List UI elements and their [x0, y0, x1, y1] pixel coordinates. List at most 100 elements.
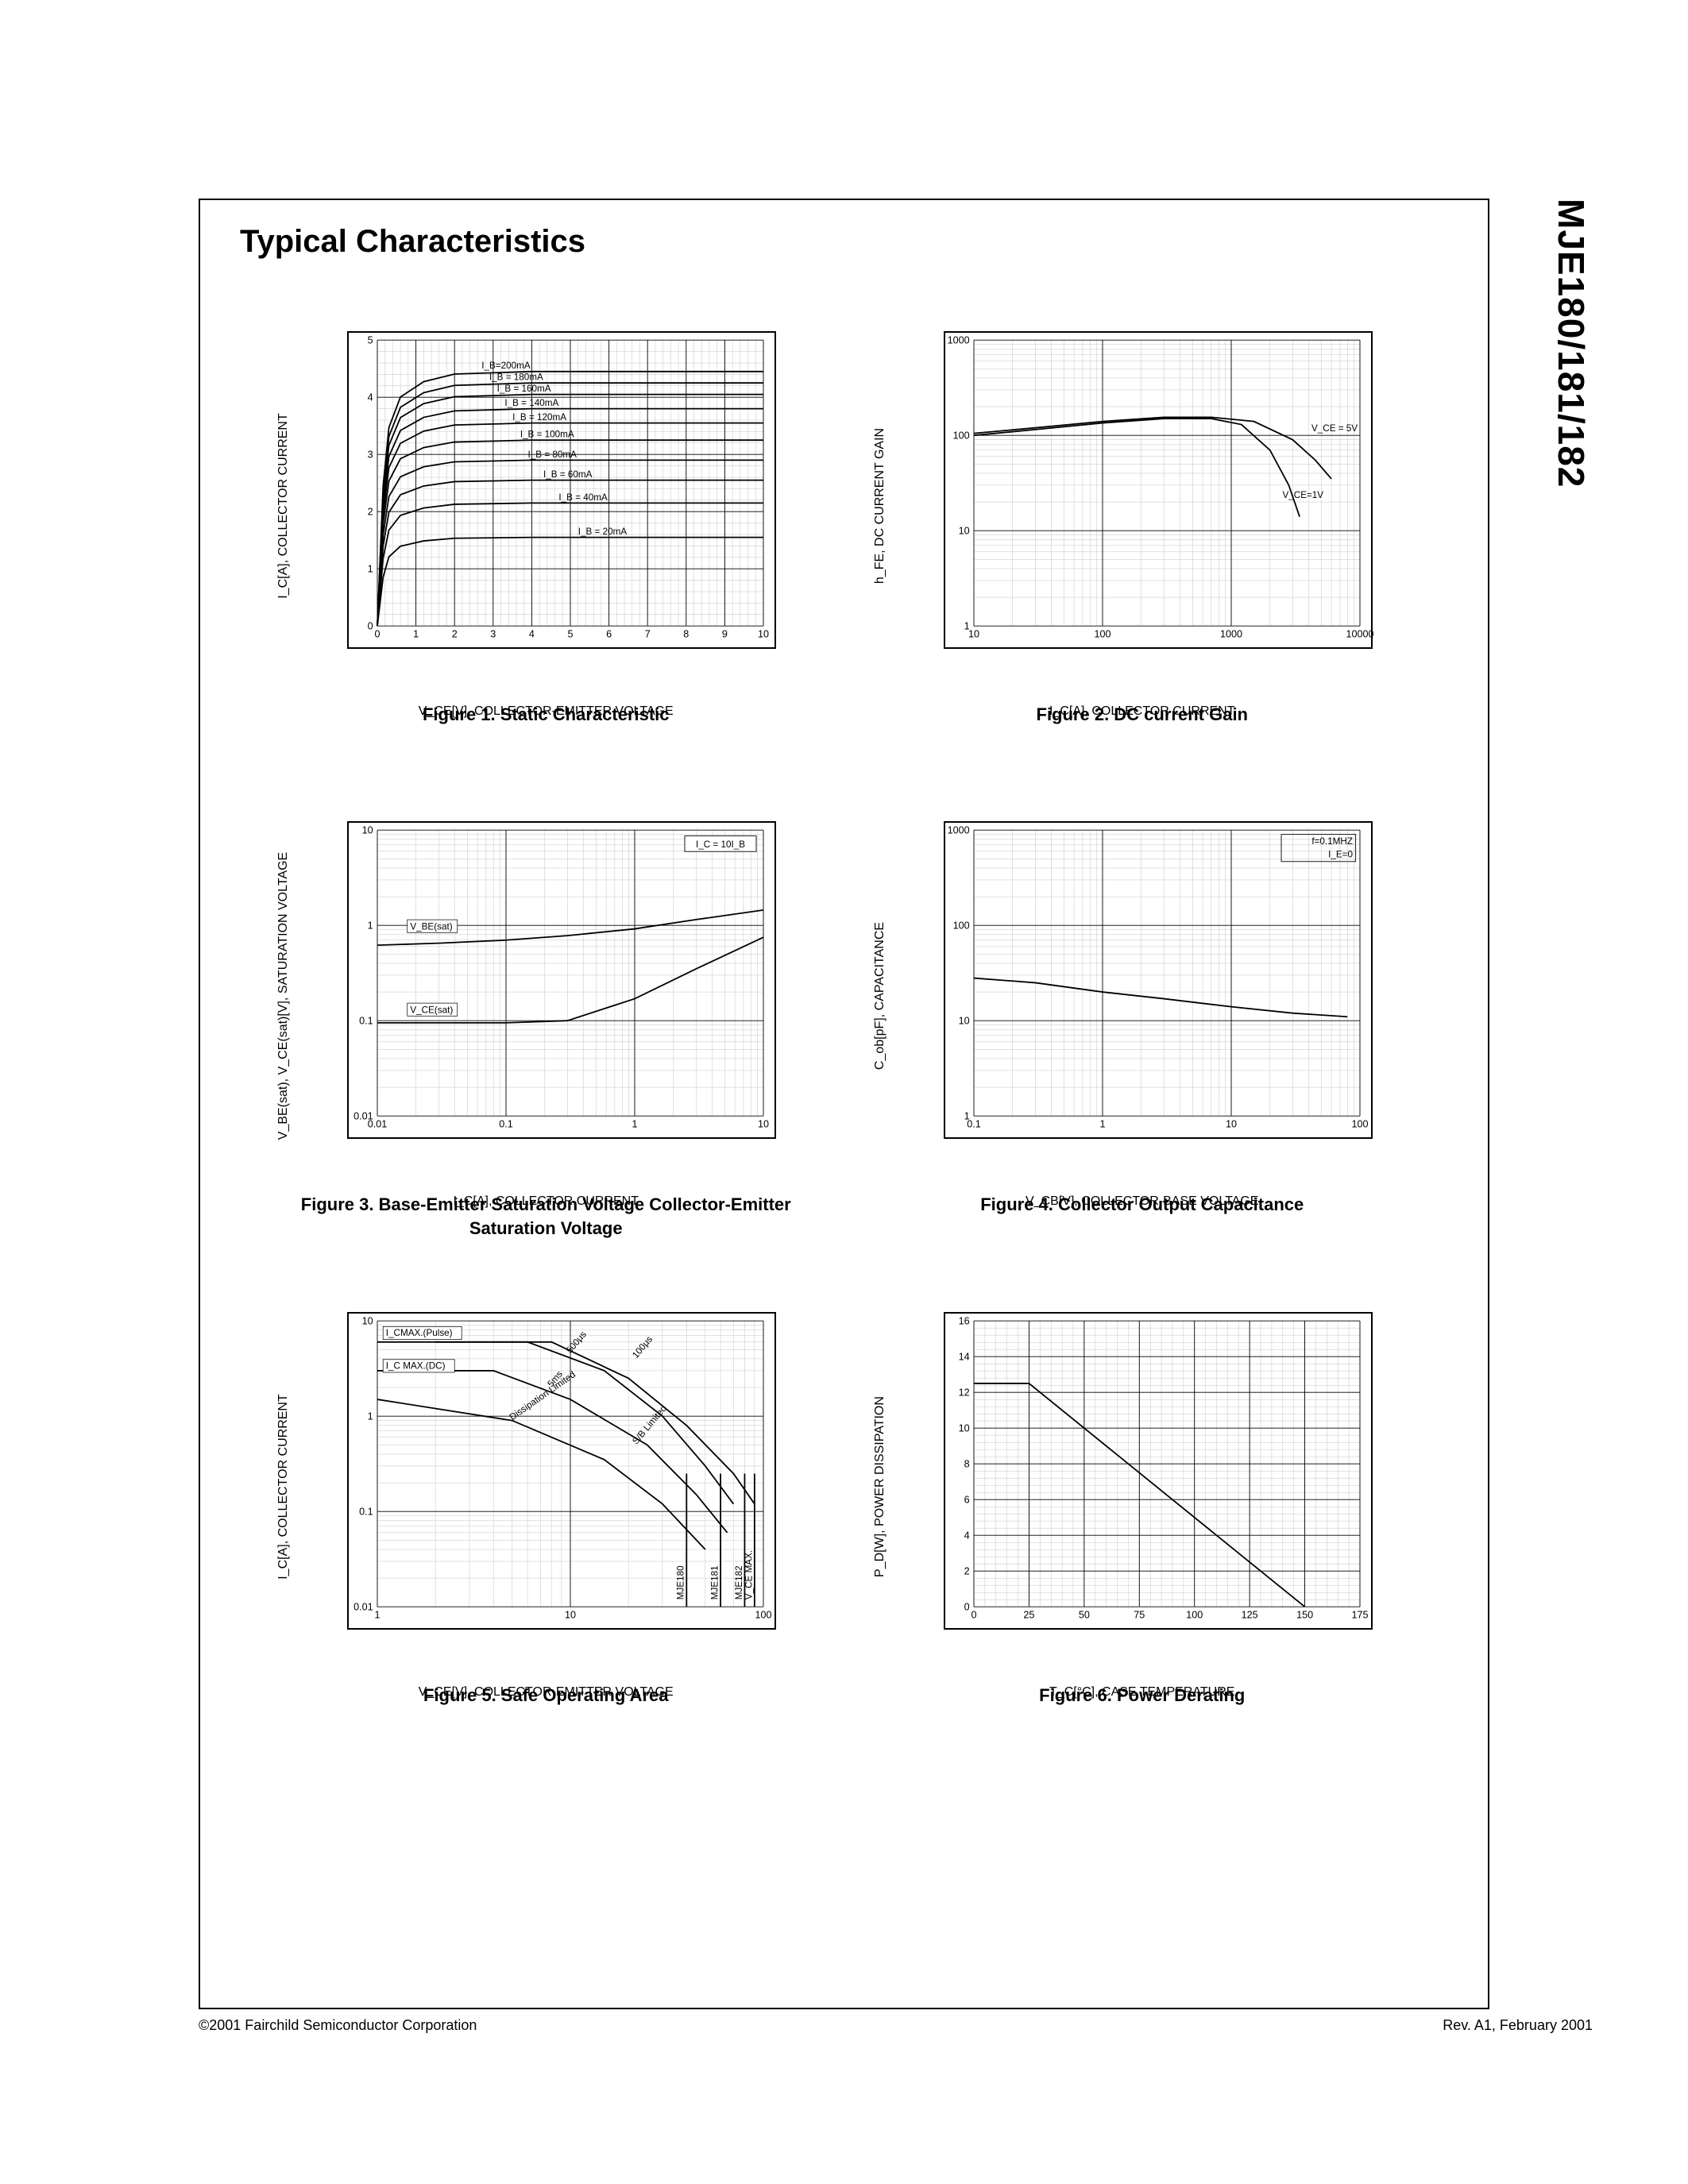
svg-text:10: 10	[758, 629, 769, 640]
svg-text:V_CE = 5V: V_CE = 5V	[1311, 423, 1358, 434]
svg-text:7: 7	[645, 629, 651, 640]
svg-text:16: 16	[958, 1315, 969, 1326]
svg-text:2: 2	[964, 1565, 969, 1576]
fig6-ylabel: P_D[W], POWER DISSIPATION	[873, 1396, 887, 1577]
svg-text:0.1: 0.1	[359, 1506, 373, 1517]
figure-3: V_BE(sat), V_CE(sat)[V], SATURATION VOLT…	[272, 813, 821, 1240]
svg-text:I_B = 140mA: I_B = 140mA	[505, 398, 559, 408]
svg-text:8: 8	[684, 629, 689, 640]
svg-text:f=0.1MHZ: f=0.1MHZ	[1311, 837, 1353, 847]
svg-text:4: 4	[368, 392, 373, 403]
svg-text:6: 6	[964, 1494, 969, 1505]
svg-text:I_B=200mA: I_B=200mA	[481, 361, 531, 371]
svg-text:150: 150	[1296, 1609, 1313, 1620]
svg-text:1000: 1000	[947, 825, 969, 836]
fig3-plot: 0.010.11100.010.1110I_C = 10I_BV_BE(sat)…	[347, 821, 776, 1139]
page-footer: ©2001 Fairchild Semiconductor Corporatio…	[199, 2017, 1593, 2034]
svg-text:MJE180: MJE180	[676, 1565, 686, 1599]
svg-text:5: 5	[368, 335, 373, 346]
svg-text:I_B = 40mA: I_B = 40mA	[559, 492, 608, 503]
svg-text:10: 10	[958, 1016, 969, 1027]
svg-text:1: 1	[632, 1119, 638, 1130]
svg-text:4: 4	[964, 1530, 969, 1541]
svg-text:75: 75	[1134, 1609, 1145, 1620]
svg-text:1000: 1000	[947, 335, 969, 346]
svg-text:14: 14	[958, 1351, 969, 1362]
svg-text:0.1: 0.1	[359, 1016, 373, 1027]
svg-text:0.01: 0.01	[353, 1111, 373, 1122]
svg-text:1: 1	[368, 1410, 373, 1422]
svg-text:10: 10	[958, 526, 969, 537]
svg-text:Dissipation Limited: Dissipation Limited	[508, 1369, 577, 1422]
svg-text:I_C = 10I_B: I_C = 10I_B	[696, 839, 745, 850]
svg-text:175: 175	[1351, 1609, 1368, 1620]
fig3-xlabel: I_C[A], COLLECTOR CURRENT	[453, 1194, 639, 1209]
page-title: Typical Characteristics	[240, 224, 1448, 260]
svg-text:100: 100	[952, 920, 969, 932]
fig5-ylabel: I_C[A], COLLECTOR CURRENT	[276, 1394, 291, 1580]
figure-2: h_FE, DC CURRENT GAIN 101001000100001101…	[868, 323, 1417, 750]
svg-text:2: 2	[368, 507, 373, 518]
svg-text:12: 12	[958, 1387, 969, 1398]
svg-text:I_B = 60mA: I_B = 60mA	[543, 469, 593, 480]
fig4-ylabel: C_ob[pF], CAPACITANCE	[873, 922, 887, 1070]
svg-text:1: 1	[964, 621, 969, 632]
figure-6: P_D[W], POWER DISSIPATION 02550751001251…	[868, 1304, 1417, 1731]
svg-text:100: 100	[1186, 1609, 1203, 1620]
svg-text:9: 9	[722, 629, 728, 640]
svg-text:10: 10	[968, 629, 979, 640]
fig1-ylabel: I_C[A], COLLECTOR CURRENT	[276, 413, 291, 599]
svg-text:V_CE MAX.: V_CE MAX.	[744, 1550, 755, 1599]
footer-left: ©2001 Fairchild Semiconductor Corporatio…	[199, 2017, 477, 2034]
figure-4: C_ob[pF], CAPACITANCE 0.1110100110100100…	[868, 813, 1417, 1240]
svg-text:3: 3	[368, 450, 373, 461]
svg-text:1: 1	[1099, 1119, 1105, 1130]
svg-text:V_BE(sat): V_BE(sat)	[411, 922, 453, 932]
svg-text:I_B = 160mA: I_B = 160mA	[497, 384, 551, 394]
svg-text:5: 5	[568, 629, 574, 640]
svg-text:0: 0	[368, 621, 373, 632]
svg-text:100μs: 100μs	[631, 1334, 655, 1360]
footer-right: Rev. A1, February 2001	[1443, 2017, 1593, 2034]
svg-text:I_E=0: I_E=0	[1328, 850, 1353, 860]
page-frame: Typical Characteristics I_C[A], COLLECTO…	[199, 199, 1489, 2009]
svg-text:125: 125	[1241, 1609, 1257, 1620]
fig3-ylabel: V_BE(sat), V_CE(sat)[V], SATURATION VOLT…	[276, 852, 291, 1140]
svg-text:10: 10	[362, 825, 373, 836]
svg-text:25: 25	[1023, 1609, 1034, 1620]
fig4-plot: 0.11101001101001000f=0.1MHZI_E=0	[944, 821, 1373, 1139]
svg-text:100: 100	[755, 1609, 772, 1620]
fig6-xlabel: T_C[°C], CASE TEMPERATURE	[1049, 1685, 1234, 1700]
svg-text:0: 0	[971, 1609, 976, 1620]
fig1-plot: 012345678910012345I_B=200mAI_B = 180mAI_…	[347, 331, 776, 649]
svg-text:I_B = 80mA: I_B = 80mA	[528, 450, 577, 460]
svg-text:6: 6	[606, 629, 612, 640]
fig4-xlabel: V_CB[V], COLLECTOR-BASE VOLTAGE	[1026, 1194, 1258, 1209]
svg-text:8: 8	[964, 1458, 969, 1469]
svg-text:I_CMAX.(Pulse): I_CMAX.(Pulse)	[386, 1328, 453, 1338]
svg-text:I_B = 20mA: I_B = 20mA	[578, 527, 628, 537]
svg-text:1000: 1000	[1220, 629, 1242, 640]
svg-text:1: 1	[375, 1609, 380, 1620]
svg-text:500μs: 500μs	[565, 1329, 589, 1355]
svg-text:1: 1	[413, 629, 419, 640]
fig5-xlabel: V_CE[V], COLLECTOR-EMITTER VOLTAGE	[419, 1685, 674, 1700]
svg-text:1: 1	[964, 1111, 969, 1122]
svg-text:100: 100	[1094, 629, 1111, 640]
svg-text:MJE182: MJE182	[734, 1565, 744, 1599]
fig5-plot: 1101000.010.1110I_CMAX.(Pulse)I_C MAX.(D…	[347, 1312, 776, 1630]
svg-text:4: 4	[529, 629, 535, 640]
svg-text:S/B Limited: S/B Limited	[631, 1403, 669, 1446]
svg-text:0.1: 0.1	[499, 1119, 513, 1130]
svg-text:I_B = 120mA: I_B = 120mA	[512, 412, 566, 423]
svg-text:1: 1	[368, 920, 373, 932]
svg-text:V_CE=1V: V_CE=1V	[1282, 490, 1323, 500]
fig1-xlabel: V_CE[V], COLLECTOR-EMITTER VOLTAGE	[419, 704, 674, 719]
svg-text:10: 10	[565, 1609, 576, 1620]
svg-text:0: 0	[375, 629, 380, 640]
svg-text:I_C MAX.(DC): I_C MAX.(DC)	[386, 1360, 446, 1371]
svg-text:10: 10	[362, 1315, 373, 1326]
svg-text:1: 1	[368, 564, 373, 575]
figure-5: I_C[A], COLLECTOR CURRENT 1101000.010.11…	[272, 1304, 821, 1731]
svg-text:0: 0	[964, 1601, 969, 1612]
